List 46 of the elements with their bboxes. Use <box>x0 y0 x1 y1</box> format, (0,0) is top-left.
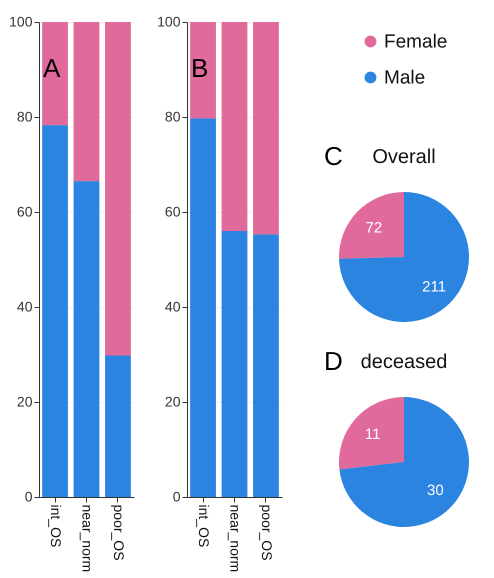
data-label: 11 <box>364 426 380 444</box>
y-tick-label: 20 <box>16 394 33 410</box>
x-tick-label: poor_OS <box>110 504 127 561</box>
y-tick-label: 60 <box>164 204 181 220</box>
bar <box>42 125 68 497</box>
x-tick-label: near_norm <box>228 504 244 572</box>
annotation: B <box>191 53 208 83</box>
x-tick-label: near_norm <box>80 504 96 572</box>
bar <box>74 181 100 497</box>
bar <box>190 22 216 118</box>
bar <box>42 22 68 126</box>
y-tick-label: 80 <box>16 108 33 124</box>
pie-slice <box>339 192 469 322</box>
bar <box>222 22 248 231</box>
bar <box>253 22 279 234</box>
text: D <box>324 346 343 376</box>
y-tick-label: 20 <box>164 394 181 410</box>
x-tick-label: int_OS <box>48 504 64 548</box>
bar <box>253 234 279 497</box>
annotation: A <box>43 53 61 83</box>
pie-slice <box>339 397 404 470</box>
pie-slice <box>339 397 469 527</box>
data-label: 72 <box>366 220 382 237</box>
y-tick-label: 0 <box>172 488 181 504</box>
bar <box>222 231 248 497</box>
legend-label: Female <box>384 32 448 52</box>
bar <box>105 355 131 497</box>
data-label: 30 <box>427 482 444 499</box>
pie-slice <box>339 192 404 259</box>
y-tick-label: 80 <box>164 108 181 124</box>
bar <box>74 22 100 182</box>
y-tick-label: 0 <box>24 488 33 504</box>
bar <box>190 118 216 497</box>
x-tick-label: int_OS <box>196 504 212 548</box>
y-tick-label: 100 <box>157 14 181 30</box>
chart-title: deceased <box>360 351 448 373</box>
x-tick-label: poor_OS <box>258 504 275 561</box>
legend-label: Male <box>384 68 426 88</box>
bar <box>105 22 131 356</box>
y-tick-label: 40 <box>164 298 181 314</box>
text: C <box>324 141 343 171</box>
chart-title: Overall <box>372 146 436 168</box>
data-label: 211 <box>422 278 446 296</box>
y-tick-label: 40 <box>16 298 33 314</box>
y-tick-label: 100 <box>9 14 33 30</box>
y-tick-label: 60 <box>16 204 33 220</box>
